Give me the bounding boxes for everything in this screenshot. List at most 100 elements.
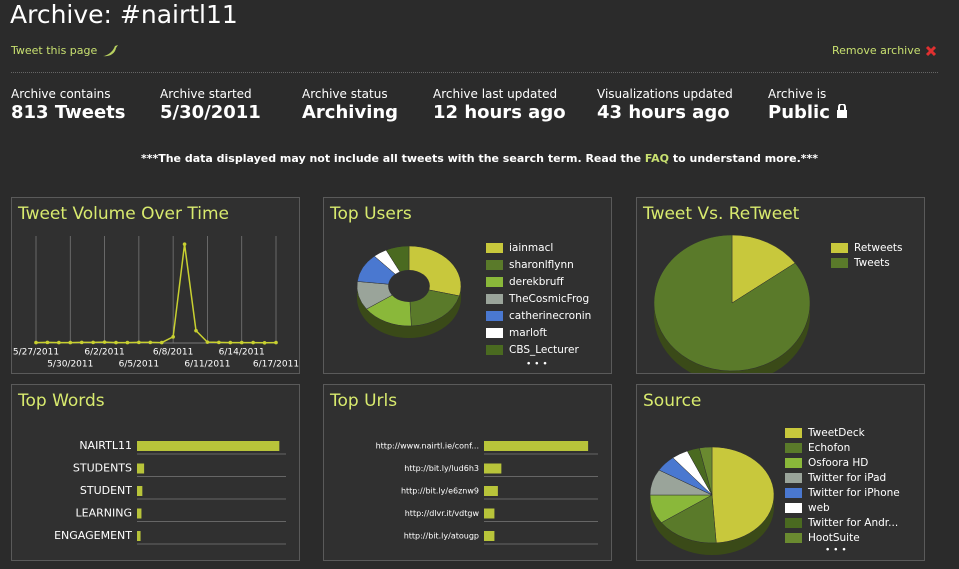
legend-swatch	[486, 243, 503, 253]
faq-link[interactable]: FAQ	[644, 152, 670, 165]
stat-label: Archive status	[302, 87, 388, 101]
pie-slice	[653, 234, 811, 372]
y-tick-label: ENGAGEMENT	[54, 529, 132, 542]
point	[34, 340, 38, 345]
legend-label: TheCosmicFrog	[508, 293, 589, 305]
legend-swatch	[486, 260, 503, 270]
point	[262, 340, 267, 345]
panel: Top Users iainmacl sharonlflynn derekbruff T…	[323, 197, 612, 374]
y-tick-label: LEARNING	[76, 507, 132, 520]
legend-swatch	[785, 518, 802, 528]
tweet-link-text[interactable]: Tweet this page	[11, 44, 98, 57]
point	[45, 340, 50, 345]
remove-link-text[interactable]: Remove archive	[832, 44, 921, 57]
legend-swatch	[486, 277, 503, 287]
y-tick-label: http://bit.ly/lud6h3	[404, 464, 479, 473]
legend-label: Twitter for Andr...	[807, 517, 898, 529]
bar	[137, 441, 280, 451]
stat-label: Archive is	[768, 87, 827, 101]
bar	[484, 463, 502, 474]
legend-swatch	[785, 533, 802, 543]
stat-label: Archive last updated	[433, 87, 558, 101]
panel-title: Top Words	[17, 391, 105, 411]
y-tick-label: NAIRTL11	[79, 439, 132, 452]
y-tick-label: http://dlvr.it/vdtgw	[405, 509, 480, 518]
notice-text: ***The data displayed may not include al…	[140, 152, 645, 165]
legend-label: iainmacl	[509, 242, 553, 254]
panel-title: Top Urls	[329, 391, 397, 411]
notice-text: to understand more.***	[669, 152, 819, 165]
stat-value: Public	[768, 102, 848, 123]
point	[171, 335, 175, 339]
bar	[484, 531, 495, 541]
point	[79, 340, 84, 345]
lock-icon	[837, 103, 848, 118]
panel: Tweet Volume Over Time 5/27/2011 5/30/2011…	[11, 197, 300, 374]
tweet-link[interactable]: Tweet this page	[11, 44, 119, 58]
legend-label: catherinecronin	[509, 310, 591, 322]
point	[68, 340, 73, 345]
panel: Top Words NAIRTL11 STUDENTS STUDENT LEARNING…	[11, 384, 300, 561]
line	[35, 244, 277, 344]
legend-label: Echofon	[808, 442, 850, 454]
legend-label: Twitter for iPad	[807, 472, 886, 484]
legend-label: derekbruff	[509, 276, 564, 288]
legend-swatch	[486, 345, 503, 355]
bar	[484, 441, 589, 451]
legend-swatch	[785, 473, 802, 483]
y-tick-label: STUDENT	[80, 484, 132, 497]
legend-swatch	[831, 258, 848, 268]
y-tick-label: http://bit.ly/atougp	[404, 532, 479, 541]
bar	[484, 508, 495, 519]
x-tick-label: 5/30/2011	[47, 360, 93, 370]
bird-icon	[102, 45, 118, 57]
bar	[137, 486, 143, 496]
remove-icon	[925, 45, 937, 57]
donut-hole	[388, 270, 430, 302]
legend-swatch	[785, 428, 802, 438]
pie-slice	[711, 446, 775, 544]
x-tick-label: 6/5/2011	[119, 360, 159, 370]
legend-more: • • •	[825, 546, 847, 556]
pie-slice	[699, 446, 713, 496]
point	[217, 340, 221, 345]
legend-swatch	[785, 488, 802, 498]
panel-chart: Top Words NAIRTL11 STUDENTS STUDENT LEARNING…	[17, 391, 286, 545]
point	[239, 340, 244, 345]
legend-label: sharonlflynn	[509, 259, 574, 271]
panel-title: Tweet Vs. ReTweet	[642, 204, 800, 224]
stat-value: Archiving	[302, 102, 399, 123]
panel-title: Source	[643, 391, 701, 411]
panel: Source TweetDeck Echofon Osfoora HD Twitter …	[636, 384, 925, 561]
legend-label: Twitter for iPhone	[807, 487, 900, 499]
x-tick-label: 5/27/2011	[13, 348, 59, 358]
point	[228, 340, 233, 345]
legend-swatch	[486, 328, 503, 338]
stat-label: Archive contains	[11, 87, 111, 101]
legend-swatch	[486, 294, 503, 304]
x-tick-label: 6/17/2011	[253, 360, 299, 370]
legend-swatch	[785, 443, 802, 453]
legend-label: Osfoora HD	[808, 457, 868, 469]
bar	[137, 531, 141, 541]
point	[102, 340, 107, 344]
panel-chart: Top Urls http://www.nairtl.ie/conf... http…	[329, 391, 598, 545]
pie-slice	[660, 494, 717, 544]
stat-value: 813 Tweets	[11, 102, 126, 123]
legend-label: marloft	[509, 327, 547, 339]
stat-label: Archive started	[160, 87, 252, 101]
panel-chart: Tweet Vs. ReTweet Retweets Tweets	[642, 204, 903, 373]
remove-link[interactable]: Remove archive	[832, 44, 938, 58]
point	[251, 340, 255, 345]
legend-label: web	[808, 502, 830, 514]
point	[137, 340, 141, 345]
legend-label: Retweets	[854, 242, 903, 254]
stat-value: 12 hours ago	[433, 102, 566, 123]
point	[148, 340, 153, 345]
panel: Top Urls http://www.nairtl.ie/conf... http…	[323, 384, 612, 561]
legend-label: TweetDeck	[807, 427, 866, 439]
legend-label: HootSuite	[808, 532, 860, 544]
x-tick-label: 6/8/2011	[153, 348, 193, 358]
point	[91, 340, 95, 345]
